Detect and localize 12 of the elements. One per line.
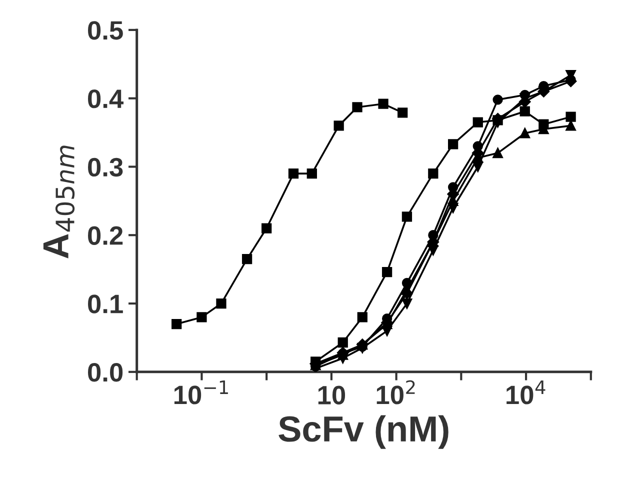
x-axis-title: ScFv (nM): [278, 415, 448, 449]
y-tick-label: 0.1: [88, 294, 123, 314]
x-tick-label: 10$^{2}$: [376, 380, 415, 404]
y-tick-label: 0.4: [88, 89, 124, 108]
x-tick-label: 10$^{4}$: [506, 380, 546, 404]
y-tick-label: 0.5: [88, 21, 123, 40]
y-tick-label: 0.0: [88, 363, 123, 382]
y-tick-label: 0.2: [88, 226, 123, 245]
y-axis-title: A$_{405nm}$: [43, 146, 75, 258]
x-tick-label: 10$^{−1}$: [174, 380, 228, 404]
x-tick-label: 10: [318, 386, 346, 404]
y-tick-label: 0.3: [88, 158, 123, 177]
